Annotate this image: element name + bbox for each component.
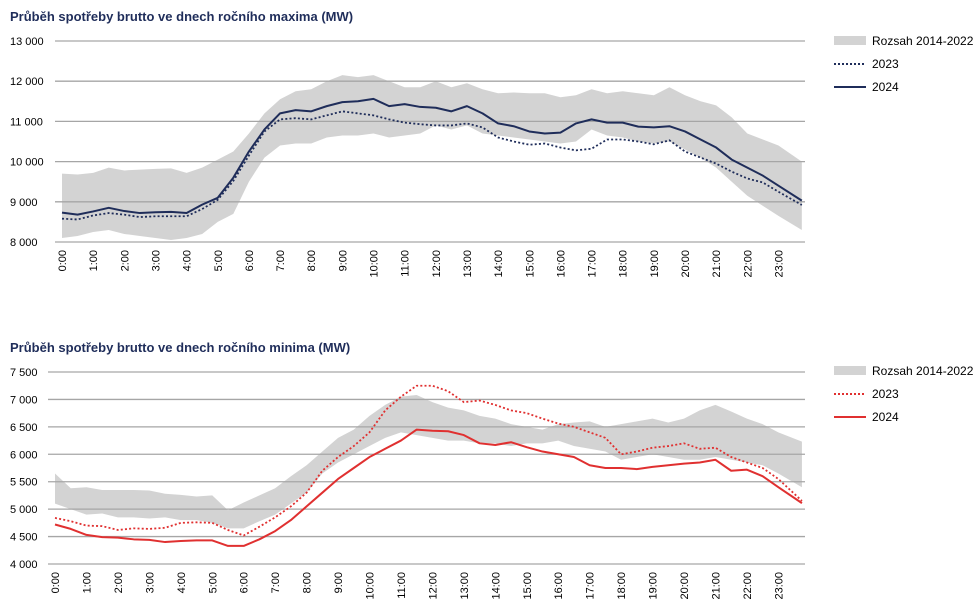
x-tick-label: 21:00	[710, 572, 722, 600]
y-tick-label: 11 000	[10, 116, 43, 128]
x-tick-label: 0:00	[57, 250, 69, 271]
legend-swatch-2024	[834, 415, 866, 418]
x-tick-label: 17:00	[585, 572, 597, 600]
legend-label-band: Rozsah 2014-2022	[872, 33, 974, 48]
x-tick-label: 1:00	[81, 572, 93, 593]
x-tick-label: 6:00	[244, 250, 256, 271]
legend-swatch-band	[834, 366, 866, 375]
x-tick-label: 2:00	[119, 250, 131, 271]
y-tick-label: 7 500	[10, 367, 38, 379]
chart-max-title: Průběh spotřeby brutto ve dnech ročního …	[10, 9, 354, 24]
x-tick-label: 20:00	[680, 250, 692, 278]
legend-item-2024: 2024	[834, 75, 973, 98]
range-band	[62, 75, 802, 240]
legend-item-2023: 2023	[834, 52, 973, 75]
x-tick-label: 5:00	[213, 250, 225, 271]
legend-item-band: Rozsah 2014-2022	[834, 359, 973, 382]
legend-item-band: Rozsah 2014-2022	[834, 29, 973, 52]
x-tick-label: 11:00	[396, 572, 408, 599]
x-tick-label: 9:00	[333, 572, 345, 593]
range-band	[55, 395, 802, 529]
legend-label-2024: 2024	[872, 409, 899, 424]
y-tick-label: 6 500	[10, 422, 38, 434]
x-tick-label: 4:00	[176, 572, 188, 593]
x-tick-label: 19:00	[648, 572, 660, 600]
x-tick-label: 8:00	[302, 572, 314, 593]
y-tick-label: 6 000	[10, 449, 38, 461]
series-line-2023	[61, 110, 803, 221]
x-tick-label: 20:00	[679, 572, 691, 600]
legend-label-2024: 2024	[872, 79, 899, 94]
x-tick-label: 3:00	[144, 572, 156, 593]
x-tick-label: 17:00	[587, 250, 599, 278]
legend-item-2023: 2023	[834, 382, 973, 405]
legend-swatch-band	[834, 36, 866, 45]
x-tick-label: 23:00	[773, 250, 785, 278]
x-tick-label: 1:00	[88, 250, 100, 271]
legend-item-2024: 2024	[834, 405, 973, 428]
x-tick-label: 13:00	[459, 572, 471, 600]
x-tick-label: 11:00	[400, 250, 412, 277]
legend-label-2023: 2023	[872, 386, 899, 401]
x-tick-label: 7:00	[275, 250, 287, 271]
legend-swatch-2024	[834, 85, 866, 88]
x-tick-label: 4:00	[182, 250, 194, 271]
legend-label-band: Rozsah 2014-2022	[872, 363, 974, 378]
y-tick-label: 9 000	[10, 197, 38, 209]
legend-label-2023: 2023	[872, 56, 899, 71]
x-tick-label: 16:00	[555, 250, 567, 278]
x-tick-label: 15:00	[522, 572, 534, 600]
y-tick-label: 7 000	[10, 394, 38, 406]
x-tick-label: 8:00	[306, 250, 318, 271]
x-tick-label: 5:00	[207, 572, 219, 593]
x-tick-label: 18:00	[616, 572, 628, 600]
x-tick-label: 16:00	[553, 572, 565, 600]
x-tick-label: 9:00	[337, 250, 349, 271]
x-tick-label: 15:00	[524, 250, 536, 278]
x-tick-label: 14:00	[490, 572, 502, 600]
y-tick-label: 12 000	[10, 76, 44, 88]
legend-swatch-2023	[834, 62, 866, 65]
chart-max-legend: Rozsah 2014-2022 2023 2024	[834, 29, 973, 98]
x-tick-label: 10:00	[365, 572, 377, 600]
x-tick-label: 12:00	[431, 250, 443, 278]
y-tick-label: 5 000	[10, 504, 38, 516]
x-tick-label: 12:00	[427, 572, 439, 600]
y-tick-label: 10 000	[10, 157, 44, 169]
chart-max-plot: 8 000 9 000 10 000 11 000 12 000 13 000 0:00 1:…	[10, 36, 805, 278]
x-tick-label: 19:00	[649, 250, 661, 278]
y-tick-label: 4 500	[10, 532, 38, 544]
chart-min-legend: Rozsah 2014-2022 2023 2024	[834, 359, 973, 428]
x-tick-label: 21:00	[711, 250, 723, 278]
y-tick-label: 13 000	[10, 36, 44, 48]
x-tick-label: 10:00	[369, 250, 381, 278]
x-tick-label: 0:00	[50, 572, 62, 593]
x-tick-label: 6:00	[239, 572, 251, 593]
y-tick-label: 5 500	[10, 477, 38, 489]
chart-min-title: Průběh spotřeby brutto ve dnech ročního …	[10, 340, 351, 355]
x-tick-label: 22:00	[742, 250, 754, 278]
x-tick-label: 23:00	[773, 572, 785, 600]
x-tick-label: 3:00	[150, 250, 162, 271]
y-tick-label: 8 000	[10, 237, 38, 249]
series-line-2024	[61, 97, 803, 216]
chart-min-plot: 4 000 4 500 5 000 5 500 6 000 6 500 7 000 7 500…	[10, 367, 805, 600]
legend-swatch-2023	[834, 392, 866, 395]
x-tick-label: 14:00	[493, 250, 505, 278]
series-line-2024	[54, 428, 803, 547]
x-tick-label: 2:00	[113, 572, 125, 593]
y-tick-label: 4 000	[10, 559, 38, 571]
series-line-2023	[54, 384, 803, 537]
x-tick-label: 13:00	[462, 250, 474, 278]
x-tick-label: 7:00	[270, 572, 282, 593]
x-tick-label: 22:00	[742, 572, 754, 600]
x-tick-label: 18:00	[618, 250, 630, 278]
